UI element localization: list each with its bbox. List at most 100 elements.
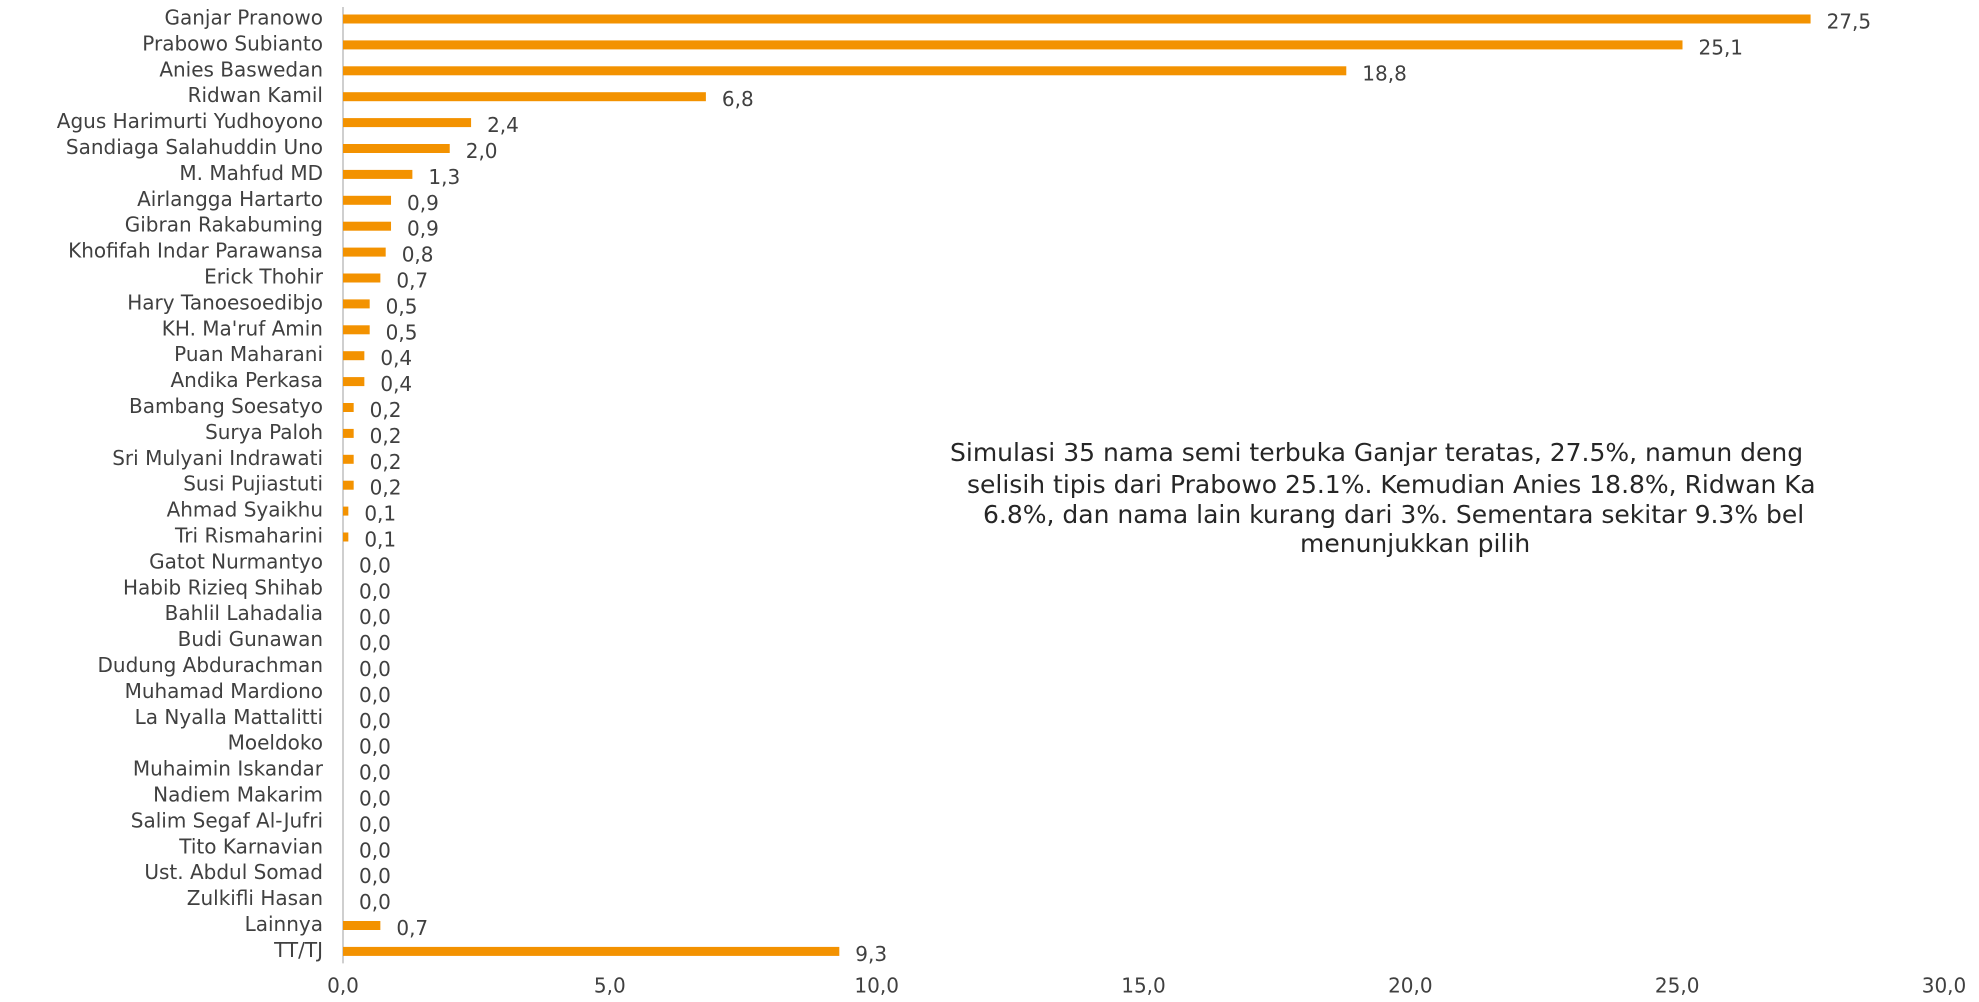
y-tick-label: Dudung Abdurachman — [98, 653, 324, 677]
value-label: 0,0 — [359, 553, 391, 577]
y-tick-label: Tito Karnavian — [178, 834, 323, 858]
y-tick-label: Surya Paloh — [205, 420, 323, 444]
value-label: 0,0 — [359, 579, 391, 603]
bar — [343, 351, 365, 361]
y-tick-label: Agus Harimurti Yudhoyono — [57, 109, 323, 133]
value-label: 0,9 — [407, 217, 439, 241]
value-label: 6,8 — [722, 87, 754, 111]
value-label: 0,1 — [364, 502, 396, 526]
bar — [343, 221, 392, 231]
y-tick-label: Lainnya — [245, 912, 323, 936]
y-tick-label: Anies Baswedan — [159, 57, 323, 81]
bar — [343, 14, 1811, 24]
value-label: 0,0 — [359, 709, 391, 733]
y-tick-label: Ganjar Pranowo — [164, 6, 323, 30]
bar — [343, 480, 354, 490]
bar — [343, 377, 365, 387]
value-label: 25,1 — [1699, 35, 1744, 59]
annotation-line: menunjukkan pilih — [1300, 529, 1530, 558]
value-label: 0,0 — [359, 735, 391, 759]
bar — [343, 403, 354, 412]
y-tick-label: Khofifah Indar Parawansa — [68, 239, 323, 263]
bar — [343, 946, 840, 956]
y-tick-label: Andika Perkasa — [171, 368, 324, 392]
value-label: 1,3 — [428, 165, 460, 189]
annotation-line: Simulasi 35 nama semi terbuka Ganjar ter… — [950, 438, 1803, 467]
bar — [343, 92, 706, 102]
y-tick-label: Sandiaga Salahuddin Uno — [66, 135, 323, 159]
y-tick-label: Salim Segaf Al-Jufri — [131, 808, 323, 832]
bar — [343, 454, 354, 464]
y-tick-label: Bahlil Lahadalia — [165, 601, 323, 625]
annotation-line: 6.8%, dan nama lain kurang dari 3%. Seme… — [983, 500, 1804, 529]
value-label: 0,0 — [359, 631, 391, 655]
x-tick-label: 25,0 — [1655, 974, 1700, 998]
value-label: 27,5 — [1827, 10, 1872, 34]
y-tick-label: Moeldoko — [228, 731, 323, 755]
y-tick-label: Prabowo Subianto — [142, 31, 323, 55]
value-label: 0,0 — [359, 864, 391, 888]
bar — [343, 428, 354, 438]
y-tick-label: Erick Thohir — [204, 265, 324, 289]
bar — [343, 247, 386, 257]
value-label: 0,0 — [359, 605, 391, 629]
value-label: 0,7 — [396, 269, 428, 293]
bar — [343, 195, 392, 205]
y-tick-label: Susi Pujiastuti — [183, 472, 323, 496]
value-label: 0,0 — [359, 761, 391, 785]
bar — [343, 532, 349, 542]
value-label: 0,0 — [359, 812, 391, 836]
value-label: 0,0 — [359, 657, 391, 681]
y-tick-label: Gibran Rakabuming — [125, 213, 323, 237]
y-tick-label: TT/TJ — [273, 938, 323, 962]
value-label: 0,1 — [364, 528, 396, 552]
y-tick-label: Zulkifli Hasan — [187, 886, 323, 910]
y-tick-label: Airlangga Hartarto — [137, 187, 323, 211]
value-label: 0,7 — [396, 916, 428, 940]
value-label: 2,0 — [466, 139, 498, 163]
bar — [343, 66, 1347, 76]
x-tick-label: 0,0 — [327, 974, 359, 998]
value-label: 0,5 — [386, 294, 418, 318]
y-tick-label: Nadiem Makarim — [153, 783, 323, 807]
y-tick-label: La Nyalla Mattalitti — [135, 705, 323, 729]
value-label: 0,9 — [407, 191, 439, 215]
y-tick-label: Muhamad Mardiono — [125, 679, 323, 703]
y-tick-label: Ahmad Syaikhu — [167, 498, 323, 522]
bar — [343, 118, 472, 128]
y-tick-label: Hary Tanoesoedibjo — [127, 290, 323, 314]
value-label: 0,8 — [402, 243, 434, 267]
y-tick-label: Budi Gunawan — [178, 627, 323, 651]
y-tick-label: Muhaimin Iskandar — [133, 757, 324, 781]
value-label: 0,0 — [359, 890, 391, 914]
bar — [343, 273, 381, 283]
value-label: 2,4 — [487, 113, 519, 137]
bar — [343, 921, 381, 930]
bar — [343, 299, 370, 309]
y-tick-label: Ust. Abdul Somad — [144, 860, 323, 884]
bar — [343, 506, 349, 516]
y-tick-label: Bambang Soesatyo — [129, 394, 323, 418]
value-label: 0,4 — [380, 372, 412, 396]
value-label: 0,0 — [359, 683, 391, 707]
y-tick-label: Tri Rismaharini — [174, 524, 323, 548]
bar — [343, 144, 450, 153]
value-label: 0,4 — [380, 346, 412, 370]
value-label: 9,3 — [855, 942, 887, 966]
y-tick-label: Puan Maharani — [174, 342, 323, 366]
annotation-line: selisih tipis dari Prabowo 25.1%. Kemudi… — [967, 470, 1816, 499]
y-tick-label: Sri Mulyani Indrawati — [112, 446, 323, 470]
value-label: 0,2 — [370, 398, 402, 422]
x-tick-label: 10,0 — [854, 974, 899, 998]
x-tick-label: 5,0 — [594, 974, 626, 998]
value-label: 0,2 — [370, 450, 402, 474]
x-tick-label: 15,0 — [1121, 974, 1166, 998]
y-tick-label: KH. Ma'ruf Amin — [162, 316, 323, 340]
value-label: 0,0 — [359, 838, 391, 862]
bar — [343, 169, 413, 179]
value-label: 0,0 — [359, 787, 391, 811]
value-label: 18,8 — [1362, 61, 1407, 85]
x-tick-label: 20,0 — [1388, 974, 1433, 998]
